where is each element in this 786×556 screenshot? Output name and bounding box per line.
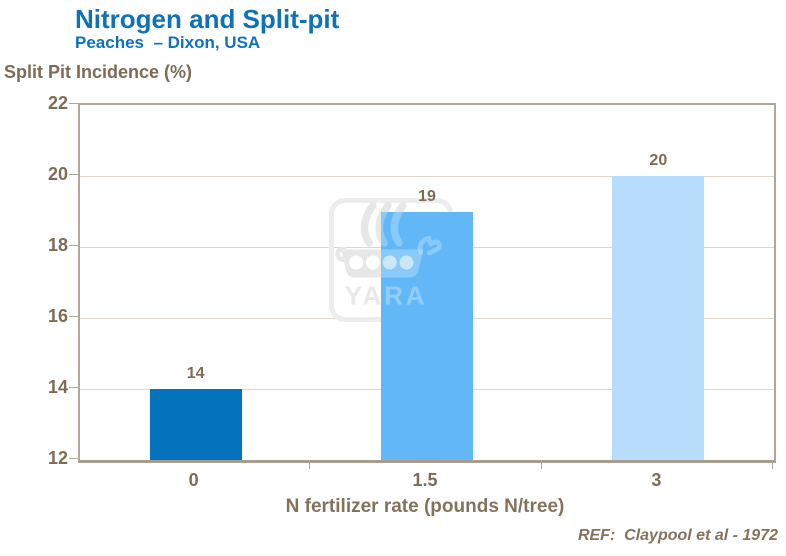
shield-icon [365, 255, 380, 270]
reference-text: REF: Claypool et al - 1972 [577, 527, 778, 544]
wind-stroke-icon [360, 201, 377, 247]
y-tick-mark [69, 316, 78, 317]
yara-watermark-over: YARA [335, 201, 442, 311]
x-tick-label: 1.5 [412, 470, 438, 490]
y-tick-mark [69, 174, 78, 175]
y-tick-mark [69, 458, 78, 459]
x-tick-mark [309, 461, 311, 469]
bar-value-label: 14 [186, 365, 205, 382]
ship-prow-curl-icon [335, 246, 348, 263]
bar-value-label: 20 [649, 152, 668, 169]
ship-prow-curl-icon [335, 246, 348, 263]
x-tick-mark [540, 461, 542, 469]
y-tick-label: 14 [47, 377, 68, 397]
y-tick-mark [69, 245, 78, 246]
chart-subtitle: Peaches – Dixon, USA [75, 33, 261, 52]
shield-icon [382, 255, 397, 270]
x-tick-mark [772, 461, 773, 469]
bar-0 [149, 389, 242, 460]
bar-3 [612, 176, 705, 460]
wind-stroke-icon [375, 201, 392, 247]
y-tick-label: 18 [47, 235, 68, 255]
bar-1.5 [381, 211, 473, 460]
yara-watermark-text: YARA [345, 281, 428, 311]
y-tick-mark [69, 387, 78, 388]
y-tick-label: 16 [47, 306, 68, 326]
shield-icon [349, 255, 364, 270]
chart-title: Nitrogen and Split-pit [75, 4, 340, 34]
bar-value-label: 19 [418, 187, 436, 205]
bars-container: 14 19 20 [80, 105, 774, 460]
x-tick-label: 0 [188, 470, 199, 490]
y-axis-title: Split Pit Incidence (%) [4, 62, 193, 82]
y-tick-label: 20 [47, 164, 68, 184]
shield-icon [399, 255, 414, 270]
wind-stroke-icon [390, 201, 407, 247]
y-tick-mark [69, 103, 78, 104]
gridline [80, 176, 774, 177]
x-tick-label: 3 [651, 470, 662, 490]
x-axis-title: N fertilizer rate (pounds N/tree) [285, 496, 565, 517]
viking-ship-hull-icon [341, 249, 424, 278]
wind-stroke-icon [360, 201, 377, 247]
y-tick-label: 22 [47, 93, 68, 113]
ship-dragon-head-icon [417, 235, 442, 256]
y-tick-label: 12 [47, 448, 68, 468]
